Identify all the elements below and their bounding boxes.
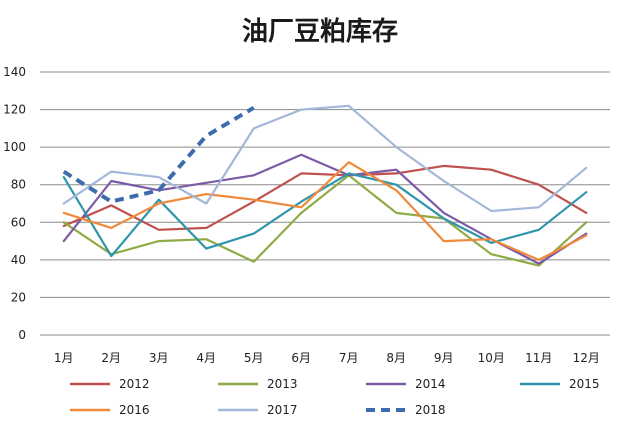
legend-label-2013: 2013 <box>267 377 298 391</box>
legend-label-2014: 2014 <box>415 377 446 391</box>
series-line-2013 <box>62 174 588 267</box>
y-tick-label: 0 <box>18 328 26 342</box>
y-tick-label: 60 <box>11 215 26 229</box>
legend-label-2018: 2018 <box>415 403 446 417</box>
y-axis-ticks: 0 20 40 60 80 100 120 140 <box>3 65 26 342</box>
x-tick-label: 2月 <box>101 351 121 365</box>
x-tick-label: 5月 <box>244 351 264 365</box>
series-line-2016 <box>62 161 588 261</box>
x-tick-label: 4月 <box>196 351 216 365</box>
x-tick-label: 10月 <box>478 351 505 365</box>
series-line-2012 <box>62 164 588 231</box>
grid-lines <box>40 71 610 336</box>
chart-title: 油厂豆粕库存 <box>242 16 398 47</box>
legend-label-2017: 2017 <box>267 403 298 417</box>
x-tick-label: 12月 <box>573 351 600 365</box>
x-tick-label: 11月 <box>525 351 552 365</box>
series-line-2015 <box>62 172 588 258</box>
series-lines <box>62 104 588 267</box>
series-line-2018 <box>62 105 255 204</box>
y-tick-label: 20 <box>11 290 26 304</box>
legend: 2012 2013 2014 2015 2016 2017 2018 <box>70 377 600 417</box>
x-tick-label: 7月 <box>339 351 359 365</box>
y-tick-label: 120 <box>3 103 26 117</box>
y-tick-label: 80 <box>11 178 26 192</box>
x-tick-label: 9月 <box>434 351 454 365</box>
y-tick-label: 100 <box>3 140 26 154</box>
y-tick-label: 140 <box>3 65 26 79</box>
legend-label-2015: 2015 <box>569 377 600 391</box>
series-line-2017 <box>62 104 588 213</box>
x-tick-label: 3月 <box>149 351 169 365</box>
y-tick-label: 40 <box>11 253 26 267</box>
x-tick-label: 8月 <box>386 351 406 365</box>
legend-label-2016: 2016 <box>119 403 150 417</box>
x-tick-label: 6月 <box>291 351 311 365</box>
x-tick-label: 1月 <box>54 351 74 365</box>
legend-label-2012: 2012 <box>119 377 150 391</box>
x-axis-ticks: 1月 2月 3月 4月 5月 6月 7月 8月 9月 10月 11月 12月 <box>54 351 600 365</box>
